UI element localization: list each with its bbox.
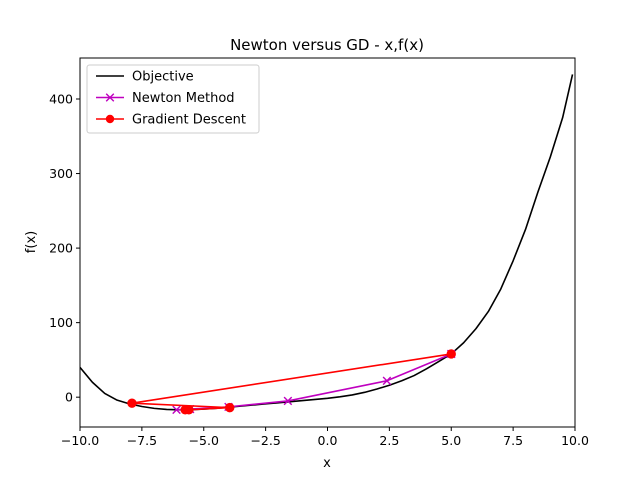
x-tick-label: 7.5 <box>503 433 523 448</box>
x-axis: −10.0 −7.5 −5.0 −2.5 0.0 2.5 5.0 7.5 10.0 <box>61 427 589 448</box>
gradient-descent-point <box>127 398 137 408</box>
legend: Objective Newton Method Gradient Descent <box>86 64 260 134</box>
x-tick-label: 0.0 <box>318 433 338 448</box>
gradient-descent-point <box>180 405 190 415</box>
legend-item-gradient-descent: Gradient Descent <box>96 113 246 128</box>
x-tick-label: −5.0 <box>189 433 219 448</box>
y-tick-label: 0 <box>65 390 73 405</box>
legend-label: Gradient Descent <box>132 113 246 128</box>
newton-point <box>172 405 181 415</box>
y-axis: 0 100 200 300 400 <box>49 92 80 405</box>
y-tick-label: 300 <box>49 166 73 181</box>
gradient-descent-point <box>446 349 456 359</box>
x-tick-label: −2.5 <box>250 433 280 448</box>
y-axis-label: f(x) <box>24 231 39 253</box>
y-tick-label: 200 <box>49 241 73 256</box>
newton-point <box>382 376 392 386</box>
legend-label: Objective <box>132 70 194 85</box>
series-line-objective <box>80 74 574 411</box>
series-line-newton-method <box>176 353 452 411</box>
x-tick-label: 10.0 <box>561 433 589 448</box>
legend-box <box>86 64 260 134</box>
x-tick-label: −10.0 <box>61 433 99 448</box>
legend-item-objective: Objective <box>96 70 194 85</box>
chart-title: Newton versus GD - x,f(x) <box>230 36 424 54</box>
x-tick-label: 2.5 <box>379 433 399 448</box>
newton-point <box>283 396 293 406</box>
legend-label: Newton Method <box>132 91 235 106</box>
gradient-descent-point <box>225 402 235 413</box>
y-tick-label: 400 <box>49 92 73 107</box>
x-axis-label: x <box>323 456 331 471</box>
series-layer <box>80 74 574 415</box>
x-tick-label: −7.5 <box>127 433 157 448</box>
legend-item-newton-method: Newton Method <box>96 91 235 106</box>
x-tick-label: 5.0 <box>441 433 461 448</box>
y-tick-label: 100 <box>49 315 73 330</box>
